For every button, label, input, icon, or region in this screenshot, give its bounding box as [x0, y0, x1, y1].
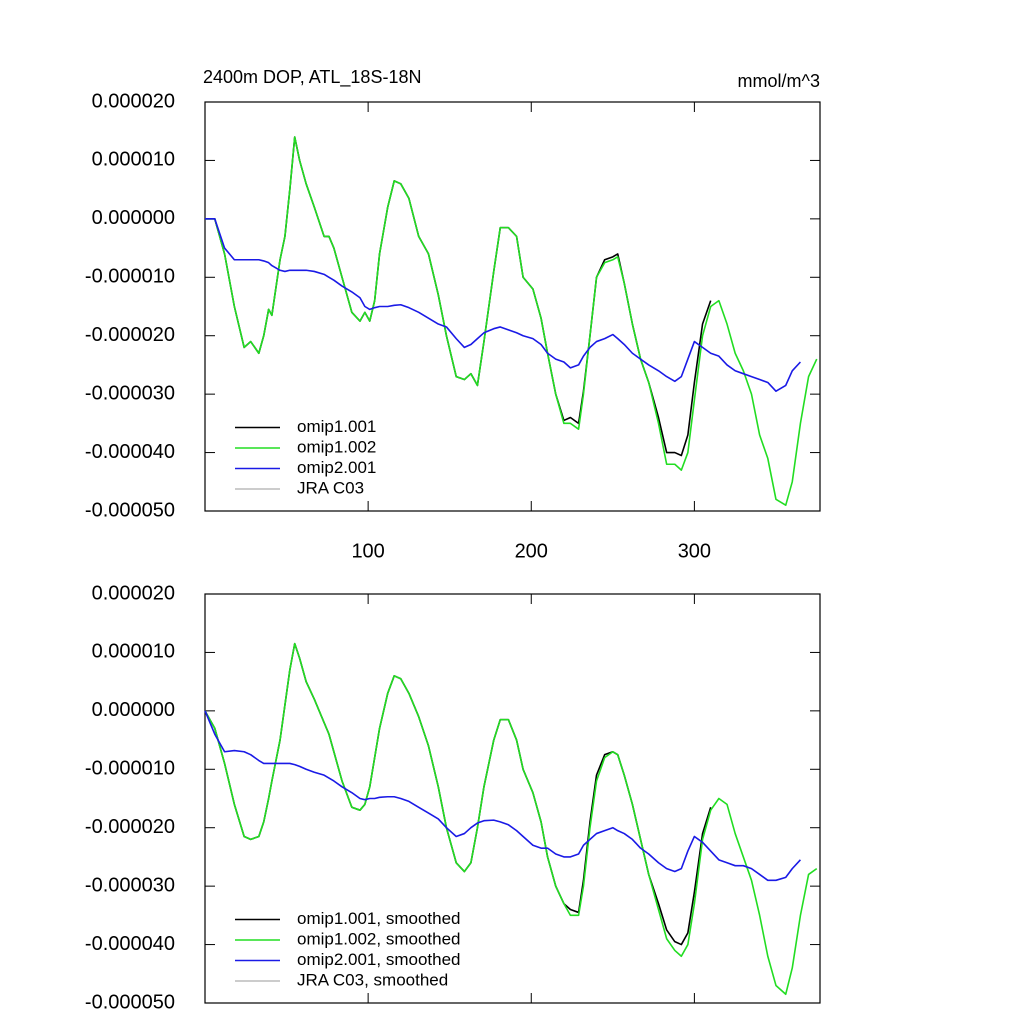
y-tick-label: 0.000010 [92, 641, 175, 663]
legend-label: omip1.002 [297, 437, 376, 456]
y-tick-label: -0.000010 [85, 266, 175, 288]
y-tick-label: -0.000020 [85, 324, 175, 346]
y-tick-label: 0.000000 [92, 699, 175, 721]
x-tick-label: 300 [678, 540, 711, 562]
legend-label: omip2.001, smoothed [297, 950, 461, 969]
y-tick-label: -0.000030 [85, 382, 175, 404]
legend-label: omip1.001, smoothed [297, 909, 461, 928]
series-line [204, 642, 818, 996]
y-tick-label: 0.000020 [92, 582, 175, 604]
legend-label: JRA C03, smoothed [297, 970, 448, 989]
y-tick-label: 0.000020 [92, 90, 175, 112]
series-line [205, 136, 712, 457]
y-tick-label: -0.000050 [85, 499, 175, 521]
series-line [204, 642, 712, 946]
plot-frame [204, 101, 821, 512]
y-tick-label: -0.000040 [85, 933, 175, 955]
plot-frame [204, 593, 821, 1004]
y-tick-label: -0.000010 [85, 758, 175, 780]
series-line [205, 136, 818, 506]
y-tick-label: -0.000050 [85, 991, 175, 1013]
y-tick-label: -0.000040 [85, 441, 175, 463]
unit-label: mmol/m^3 [738, 71, 820, 91]
series-line [204, 710, 802, 882]
legend-label: omip1.001 [297, 417, 376, 436]
series-line [205, 218, 802, 393]
legend-label: omip1.002, smoothed [297, 929, 461, 948]
y-tick-label: 0.000010 [92, 149, 175, 171]
x-tick-label: 200 [515, 540, 548, 562]
chart-title: 2400m DOP, ATL_18S-18N [203, 67, 421, 88]
y-tick-label: -0.000030 [85, 874, 175, 896]
y-tick-label: -0.000020 [85, 816, 175, 838]
y-tick-label: 0.000000 [92, 207, 175, 229]
legend-label: JRA C03 [297, 478, 364, 497]
x-tick-label: 100 [351, 540, 384, 562]
legend-label: omip2.001 [297, 458, 376, 477]
